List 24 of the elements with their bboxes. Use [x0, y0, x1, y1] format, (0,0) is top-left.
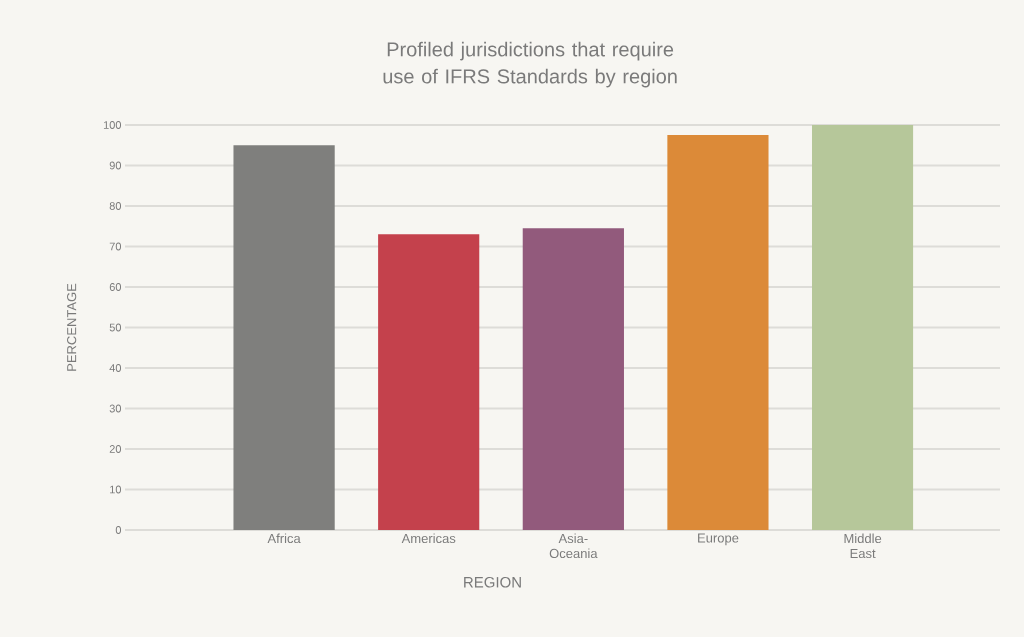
y-tick-label: 40: [109, 364, 122, 372]
y-tick-label: 60: [109, 283, 122, 291]
bar: [667, 135, 769, 530]
bar: [233, 145, 335, 530]
x-tick-label: Europe: [698, 533, 739, 546]
x-tick-label: Americas: [401, 533, 456, 544]
x-tick-label: Asia-Oceania: [549, 533, 598, 559]
y-tick-label: 100: [103, 121, 122, 129]
bar: [378, 234, 480, 530]
x-axis-title: REGION: [464, 576, 521, 588]
y-tick-label: 20: [109, 445, 122, 453]
y-tick-label: 30: [109, 404, 122, 413]
y-axis-title: PERCENTAGE: [67, 283, 77, 371]
y-tick-label: 80: [109, 202, 122, 210]
x-tick-label: Africa: [267, 533, 301, 544]
y-tick-label: 10: [110, 485, 122, 494]
y-tick-label: 50: [109, 323, 122, 332]
bar: [811, 124, 914, 530]
y-tick-label: 0: [115, 526, 122, 534]
y-tick-label: 70: [109, 242, 122, 251]
chart-title: Profiled jurisdictions that require use of IFRS Standards by region: [383, 41, 677, 88]
bar: [522, 228, 624, 530]
y-tick-label: 90: [109, 161, 122, 170]
x-tick-label: Middle East: [844, 533, 882, 559]
